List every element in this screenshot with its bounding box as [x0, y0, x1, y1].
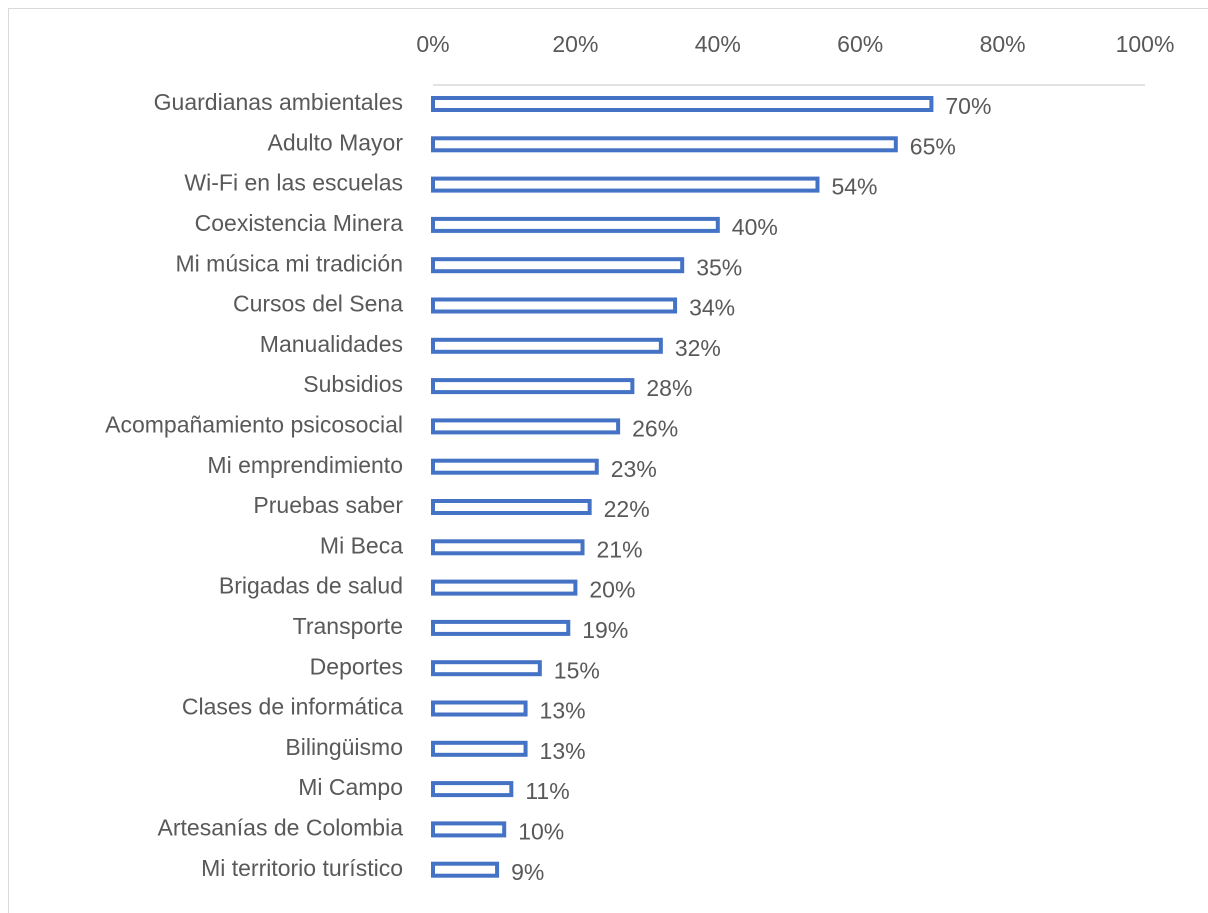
- bar: [431, 96, 934, 112]
- data-label: 20%: [589, 577, 635, 603]
- data-label: 54%: [831, 174, 877, 200]
- bar: [431, 660, 542, 677]
- y-tick-label: Clases de informática: [182, 694, 403, 720]
- data-label: 34%: [689, 295, 735, 321]
- bar: [431, 337, 663, 354]
- bar: [431, 619, 571, 636]
- data-label: 70%: [945, 93, 991, 119]
- data-label: 13%: [540, 698, 586, 724]
- data-label: 40%: [732, 214, 778, 240]
- data-label: 35%: [696, 254, 742, 280]
- y-tick-label: Mi Beca: [320, 532, 403, 558]
- y-tick-label: Adulto Mayor: [267, 129, 403, 155]
- data-label: 13%: [540, 738, 586, 764]
- bar: [431, 418, 621, 435]
- y-tick-label: Mi Campo: [298, 774, 403, 800]
- x-tick-label: 40%: [695, 31, 741, 57]
- y-tick-label: Wi-Fi en las escuelas: [184, 170, 403, 196]
- data-label: 9%: [511, 859, 544, 885]
- y-tick-label: Acompañamiento psicosocial: [105, 411, 403, 437]
- chart-border: [8, 8, 1208, 913]
- bar: [431, 821, 507, 838]
- y-tick-label: Mi emprendimiento: [207, 452, 403, 478]
- data-label: 65%: [910, 133, 956, 159]
- y-tick-label: Mi territorio turístico: [201, 855, 403, 881]
- bar: [431, 458, 599, 475]
- x-tick-label: 100%: [1116, 31, 1175, 57]
- bar: [431, 700, 528, 717]
- y-tick-label: Transporte: [293, 613, 403, 639]
- y-tick-label: Guardianas ambientales: [154, 89, 403, 115]
- bar: [431, 861, 500, 878]
- data-label: 28%: [646, 375, 692, 401]
- bar: [431, 378, 635, 395]
- bar: [431, 740, 528, 757]
- y-tick-label: Mi música mi tradición: [176, 250, 404, 276]
- bar: [431, 136, 898, 153]
- data-label: 10%: [518, 818, 564, 844]
- bar: [431, 297, 678, 314]
- data-label: 23%: [611, 456, 657, 482]
- bar: [431, 579, 578, 596]
- x-tick-label: 0%: [416, 31, 449, 57]
- data-label: 22%: [604, 496, 650, 522]
- y-tick-label: Deportes: [310, 653, 403, 679]
- data-label: 21%: [597, 536, 643, 562]
- x-tick-label: 20%: [552, 31, 598, 57]
- y-tick-label: Coexistencia Minera: [195, 210, 404, 236]
- data-label: 19%: [582, 617, 628, 643]
- bar: [431, 216, 720, 233]
- data-label: 11%: [525, 778, 569, 804]
- y-tick-label: Cursos del Sena: [233, 291, 403, 317]
- y-tick-label: Subsidios: [303, 371, 403, 397]
- data-label: 15%: [554, 657, 600, 683]
- y-tick-label: Artesanías de Colombia: [158, 814, 404, 840]
- bar: [431, 176, 820, 193]
- bar: [431, 539, 585, 556]
- bar: [431, 781, 514, 798]
- bar: [431, 257, 685, 274]
- y-tick-label: Brigadas de salud: [219, 573, 403, 599]
- x-tick-label: 80%: [980, 31, 1026, 57]
- y-tick-label: Bilingüismo: [285, 734, 403, 760]
- data-label: 26%: [632, 415, 678, 441]
- bar: [431, 499, 592, 515]
- y-tick-label: Pruebas saber: [253, 492, 403, 518]
- y-tick-label: Manualidades: [260, 331, 403, 357]
- data-label: 32%: [675, 335, 721, 361]
- x-tick-label: 60%: [837, 31, 883, 57]
